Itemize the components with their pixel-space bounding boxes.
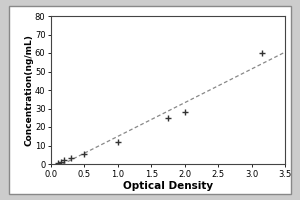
X-axis label: Optical Density: Optical Density [123,181,213,191]
Y-axis label: Concentration(ng/mL): Concentration(ng/mL) [24,34,33,146]
